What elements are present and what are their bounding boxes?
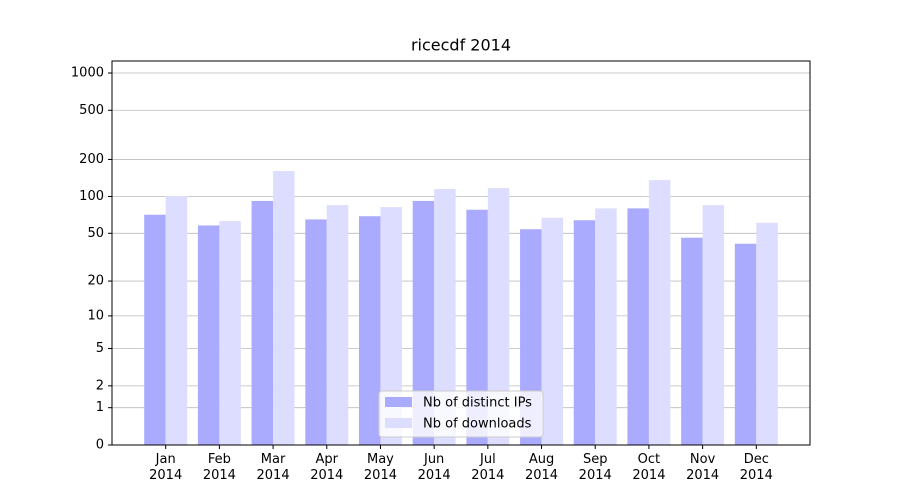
- legend-label: Nb of downloads: [423, 417, 532, 432]
- x-tick-label: Apr 2014: [310, 452, 344, 483]
- bar: [573, 220, 596, 445]
- y-tick-label: 2: [96, 378, 104, 393]
- x-tick-label: Nov 2014: [686, 452, 720, 483]
- bar: [326, 205, 349, 445]
- bar: [358, 216, 381, 445]
- bar: [681, 237, 703, 445]
- x-tick-label: Mar 2014: [256, 452, 290, 483]
- y-tick-label: 5: [96, 341, 104, 356]
- bar: [627, 208, 649, 445]
- y-tick-label: 200: [79, 152, 104, 167]
- bar: [434, 189, 456, 445]
- bar: [466, 209, 488, 445]
- plot-frame: [111, 60, 811, 446]
- x-tick-label: Dec 2014: [739, 452, 773, 483]
- bar: [144, 214, 166, 445]
- y-tick-label: 10: [87, 308, 104, 323]
- bar: [165, 195, 188, 445]
- y-tick-label: 100: [79, 189, 104, 204]
- y-tick-label: 50: [87, 226, 104, 241]
- bar: [487, 188, 510, 445]
- bar: [648, 180, 671, 445]
- x-tick-label: Jan 2014: [149, 452, 183, 483]
- x-tick-label: Oct 2014: [632, 452, 666, 483]
- bar: [412, 200, 435, 445]
- bar: [756, 222, 778, 445]
- y-tick-label: 20: [87, 274, 104, 289]
- legend-box: [378, 390, 544, 438]
- legend-swatch: [385, 397, 412, 407]
- chart-title: ricecdf 2014: [411, 36, 511, 55]
- y-tick-label: 0: [96, 438, 104, 453]
- x-tick-label: May 2014: [363, 452, 397, 483]
- bar: [541, 217, 564, 445]
- bar: [219, 221, 241, 445]
- bar: [380, 207, 402, 445]
- y-tick-label: 500: [79, 103, 104, 118]
- x-tick-label: Feb 2014: [202, 452, 236, 483]
- x-tick-label: Aug 2014: [524, 452, 559, 483]
- x-tick-label: Jul 2014: [471, 452, 505, 483]
- x-tick-label: Jun 2014: [417, 452, 451, 483]
- y-tick-label: 1: [96, 400, 104, 415]
- bar: [273, 171, 295, 446]
- y-tick-label: 1000: [71, 66, 104, 81]
- bar: [734, 243, 757, 445]
- bar: [595, 208, 617, 445]
- bar: [305, 219, 327, 445]
- legend-label: Nb of distinct IPs: [423, 396, 532, 411]
- bar: [197, 225, 220, 445]
- bar: [251, 200, 274, 445]
- bar: [702, 205, 725, 445]
- legend-swatch: [385, 418, 412, 428]
- x-tick-label: Sep 2014: [578, 452, 612, 483]
- legend: Nb of distinct IPs Nb of downloads: [378, 390, 544, 438]
